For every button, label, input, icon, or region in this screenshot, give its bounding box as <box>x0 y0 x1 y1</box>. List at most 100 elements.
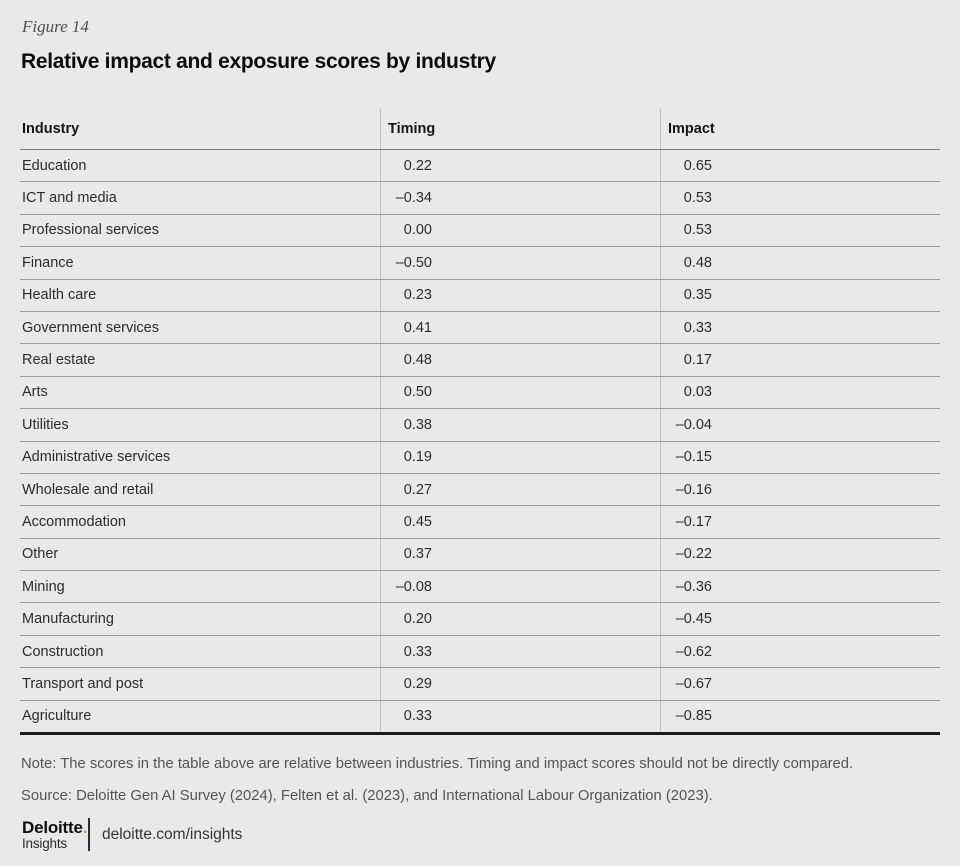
impact-cell: –0.67 <box>660 676 940 692</box>
timing-value: 0.33 <box>403 708 432 725</box>
timing-cell: –0.08 <box>380 579 660 595</box>
industry-cell: Accommodation <box>22 513 126 530</box>
impact-cell: 0.35 <box>660 287 940 303</box>
timing-cell: 0.00 <box>380 222 660 238</box>
insights-text: Insights <box>22 836 67 851</box>
timing-value: 0.48 <box>403 352 432 369</box>
timing-cell: 0.41 <box>380 320 660 336</box>
industry-cell: Professional services <box>22 222 159 239</box>
impact-value: –0.45 <box>675 611 712 628</box>
impact-value: 0.65 <box>683 157 712 174</box>
industry-cell: Real estate <box>22 352 96 369</box>
industry-scores-table: Industry Timing Impact Education 0.22 0.… <box>20 108 940 736</box>
industry-cell: Wholesale and retail <box>22 481 154 498</box>
impact-value: 0.48 <box>683 254 712 271</box>
timing-cell: 0.37 <box>380 546 660 562</box>
deloitte-wordmark: Deloitte. <box>22 819 87 836</box>
timing-value: 0.37 <box>403 546 432 563</box>
industry-cell: Utilities <box>22 416 69 433</box>
deloitte-green-dot: . <box>82 818 88 837</box>
table-header-row: Industry Timing Impact <box>20 108 940 150</box>
impact-value: –0.67 <box>675 675 712 692</box>
table-body: Education 0.22 0.65 ICT and media –0.34 … <box>20 150 940 732</box>
industry-cell: Other <box>22 546 59 563</box>
timing-cell: 0.45 <box>380 514 660 530</box>
industry-cell: ICT and media <box>22 190 117 207</box>
timing-cell: 0.48 <box>380 352 660 368</box>
impact-cell: –0.16 <box>660 482 940 498</box>
timing-value: 0.50 <box>403 384 432 401</box>
timing-cell: 0.20 <box>380 611 660 627</box>
industry-cell: Mining <box>22 578 65 595</box>
table-row: Administrative services 0.19 –0.15 <box>20 442 940 474</box>
column-divider-impact <box>660 108 661 733</box>
table-row: Finance –0.50 0.48 <box>20 247 940 280</box>
table-row: Health care 0.23 0.35 <box>20 280 940 312</box>
table-row: ICT and media –0.34 0.53 <box>20 182 940 215</box>
impact-cell: –0.04 <box>660 417 940 433</box>
impact-cell: –0.85 <box>660 708 940 724</box>
industry-cell: Administrative services <box>22 449 171 466</box>
timing-value: –0.34 <box>395 190 432 207</box>
impact-value: 0.53 <box>683 190 712 207</box>
header-industry: Industry <box>22 120 80 137</box>
header-timing: Timing <box>388 120 436 137</box>
timing-cell: 0.38 <box>380 417 660 433</box>
timing-value: 0.20 <box>403 611 432 628</box>
impact-cell: 0.17 <box>660 352 940 368</box>
industry-cell: Construction <box>22 643 104 660</box>
timing-value: –0.08 <box>395 578 432 595</box>
table-row: Accommodation 0.45 –0.17 <box>20 506 940 539</box>
impact-value: –0.36 <box>675 578 712 595</box>
impact-value: 0.53 <box>683 222 712 239</box>
timing-value: 0.00 <box>403 222 432 239</box>
table-row: Wholesale and retail 0.27 –0.16 <box>20 474 940 507</box>
table-row: Professional services 0.00 0.53 <box>20 215 940 248</box>
column-divider-timing <box>380 108 381 733</box>
table-row: Construction 0.33 –0.62 <box>20 636 940 669</box>
table-row: Arts 0.50 0.03 <box>20 377 940 410</box>
impact-cell: –0.36 <box>660 579 940 595</box>
timing-value: 0.22 <box>403 157 432 174</box>
deloitte-insights-link[interactable]: deloitte.com/insights <box>102 826 243 843</box>
impact-cell: –0.62 <box>660 644 940 660</box>
note-text: Note: The scores in the table above are … <box>21 756 854 772</box>
impact-value: –0.62 <box>675 643 712 660</box>
table-row: Manufacturing 0.20 –0.45 <box>20 603 940 636</box>
impact-value: 0.35 <box>683 287 712 304</box>
impact-value: –0.85 <box>675 708 712 725</box>
table-row: Mining –0.08 –0.36 <box>20 571 940 604</box>
impact-cell: 0.53 <box>660 190 940 206</box>
timing-cell: 0.33 <box>380 644 660 660</box>
industry-cell: Manufacturing <box>22 611 114 628</box>
industry-cell: Health care <box>22 287 97 304</box>
industry-cell: Agriculture <box>22 708 92 725</box>
timing-value: 0.29 <box>403 675 432 692</box>
timing-cell: –0.34 <box>380 190 660 206</box>
table-row: Other 0.37 –0.22 <box>20 539 940 572</box>
industry-cell: Government services <box>22 319 159 336</box>
impact-value: 0.33 <box>683 319 712 336</box>
timing-value: 0.33 <box>403 643 432 660</box>
timing-cell: 0.23 <box>380 287 660 303</box>
impact-cell: 0.53 <box>660 222 940 238</box>
timing-value: –0.50 <box>395 254 432 271</box>
timing-cell: 0.33 <box>380 708 660 724</box>
table-row: Transport and post 0.29 –0.67 <box>20 668 940 701</box>
impact-value: –0.15 <box>675 449 712 466</box>
impact-cell: –0.15 <box>660 449 940 465</box>
timing-cell: 0.29 <box>380 676 660 692</box>
impact-cell: 0.33 <box>660 320 940 336</box>
impact-value: –0.22 <box>675 546 712 563</box>
timing-value: 0.23 <box>403 287 432 304</box>
header-impact: Impact <box>668 120 715 137</box>
impact-cell: 0.48 <box>660 255 940 271</box>
figure-label: Figure 14 <box>22 17 89 36</box>
table-row: Real estate 0.48 0.17 <box>20 344 940 377</box>
timing-cell: 0.19 <box>380 449 660 465</box>
impact-value: –0.04 <box>675 416 712 433</box>
timing-value: 0.19 <box>403 449 432 466</box>
impact-value: 0.17 <box>683 352 712 369</box>
impact-cell: 0.65 <box>660 158 940 174</box>
timing-cell: 0.22 <box>380 158 660 174</box>
